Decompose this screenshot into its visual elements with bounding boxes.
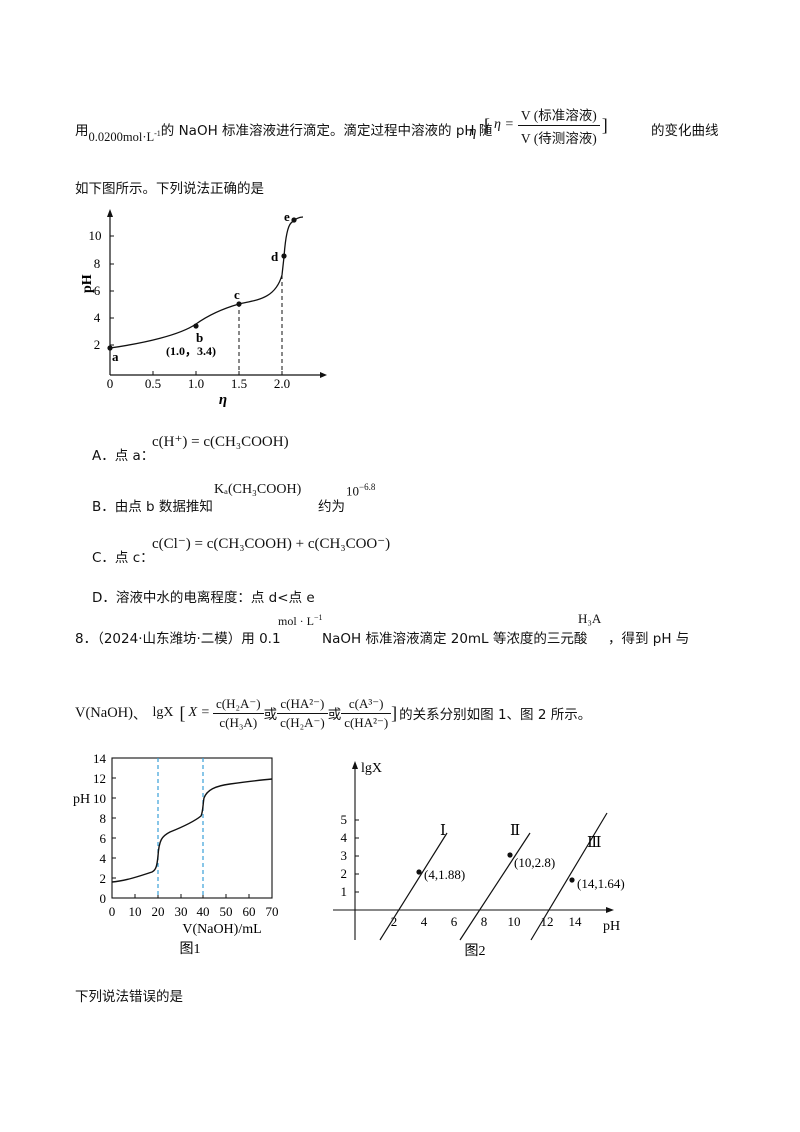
figure-2-lgx-vs-ph: lgX pH 1 2 3 4 5 2 4 6 8 10 12 14 图2 Ⅰ Ⅱ… [333,761,625,959]
fig2-x-4: 4 [421,914,428,929]
fig2-x-14: 14 [569,914,583,929]
line-II [459,832,531,941]
fig2-y-4: 4 [341,830,348,845]
q8-line1-end: ，得到 pH 与 [608,631,690,647]
point-b [193,323,199,329]
q8-line3: 下列说法错误的是 [75,989,183,1005]
q8-unit: mol · L−1 [278,613,323,628]
label-line-I: Ⅰ [440,823,446,839]
fig1-x-50: 50 [220,904,233,919]
point-e [291,217,297,223]
fig2-y-label: lgX [361,761,382,776]
option-b-mid: 约为 [318,499,345,515]
fig2-caption: 图2 [465,944,486,959]
label-point-II: (10,2.8) [514,855,555,870]
fig1-x-30: 30 [175,904,188,919]
y-tick-4: 4 [94,310,101,325]
option-b: B．由点 b 数据推知 [92,499,213,515]
fig1-y-10: 10 [93,791,106,806]
eta-symbol: η [469,124,477,140]
fig2-y-3: 3 [341,848,348,863]
fig1-x-60: 60 [243,904,256,919]
label-a: a [112,349,119,364]
fig1-curve [111,778,273,883]
option-a: A．点 a： [92,448,155,464]
x-tick-0: 0 [107,376,114,391]
q7-line1: 用0.0200mol·L-1的 NaOH 标准溶液进行滴定。滴定过程中溶液的 p… [75,123,493,144]
fig1-x-40: 40 [197,904,210,919]
option-b-value: 10−6.8 [346,482,376,499]
q8-line1-mid: NaOH 标准溶液滴定 20mL 等浓度的三元酸 [322,631,588,647]
label-point-III: (14,1.64) [577,876,625,891]
fig2-y-5: 5 [341,812,348,827]
option-a-math: c(H⁺) = c(CH₃COOH) [152,434,289,450]
titration-curve [109,216,304,349]
label-c: c [234,287,240,302]
option-b-ka: Kₐ(CH₃COOH) [214,482,302,497]
fig2-y-1: 1 [341,884,348,899]
fig1-y-8: 8 [100,811,107,826]
x-tick-0.5: 0.5 [145,376,161,391]
q7-line1-end: 的变化曲线 [651,123,719,139]
y-tick-2: 2 [94,337,101,352]
option-c: C．点 c： [92,550,154,566]
q8-acid: H₃A [578,611,602,626]
x-tick-2.0: 2.0 [274,376,290,391]
fig1-x-10: 10 [129,904,142,919]
eta-definition: [ η = V (标准溶液) V (待测溶液) ] [484,102,608,148]
y-tick-10: 10 [89,228,102,243]
titration-curve-eta: 2 4 6 8 10 pH 0 0.5 1.0 1.5 2.0 η a b c … [80,209,327,408]
x-tick-1.0: 1.0 [188,376,204,391]
label-d: d [271,249,279,264]
fig2-y-2: 2 [341,866,348,881]
fig2-x-6: 6 [451,914,458,929]
point-a [107,345,113,351]
point-III [569,877,575,883]
fig1-x-label: V(NaOH)/mL [182,922,261,937]
point-I [416,869,422,875]
point-II [507,852,513,858]
q7-line2: 如下图所示。下列说法正确的是 [75,181,264,197]
fig1-y-0: 0 [100,891,107,906]
fig1-y-6: 6 [100,831,107,846]
label-line-II: Ⅱ [510,823,520,839]
q8-line1: 8．（2024·山东潍坊·二模）用 0.1 [75,631,281,647]
label-line-III: Ⅲ [587,835,601,851]
option-c-math: c(Cl⁻) = c(CH₃COOH) + c(CH₃COO⁻) [152,536,391,552]
figure-1-titration-curve: 0 2 4 6 8 10 12 14 pH 0 10 20 30 40 50 6… [73,751,279,957]
fig1-y-label: pH [73,792,90,807]
y-tick-6: 6 [94,283,101,298]
label-b-coords: (1.0，3.4) [166,344,216,358]
fig1-x-20: 20 [152,904,165,919]
line-III [530,812,608,941]
y-axis-label: pH [80,274,95,293]
label-b: b [196,330,203,345]
fig1-y-12: 12 [93,771,106,786]
x-axis-label: η [219,392,227,408]
fig2-x-label: pH [603,919,620,934]
fig1-y-14: 14 [93,751,107,766]
line-I [379,832,448,941]
y-tick-8: 8 [94,256,101,271]
label-point-I: (4,1.88) [424,867,465,882]
fig1-y-2: 2 [100,871,107,886]
fig2-x-10: 10 [508,914,521,929]
fig1-x-0: 0 [109,904,116,919]
fig1-x-70: 70 [266,904,279,919]
label-e: e [284,209,290,224]
fig2-x-2: 2 [391,914,398,929]
point-c [236,301,242,307]
point-d [281,253,287,259]
fig1-y-4: 4 [100,851,107,866]
q8-line2: V(NaOH) 、 lgX [ X = c(H₂A⁻) c(H₃A) 或 c(H… [75,695,592,730]
x-tick-1.5: 1.5 [231,376,247,391]
fig2-x-8: 8 [481,914,488,929]
fig1-caption: 图1 [180,942,201,957]
option-d: D．溶液中水的电离程度：点 d<点 e [92,590,315,606]
